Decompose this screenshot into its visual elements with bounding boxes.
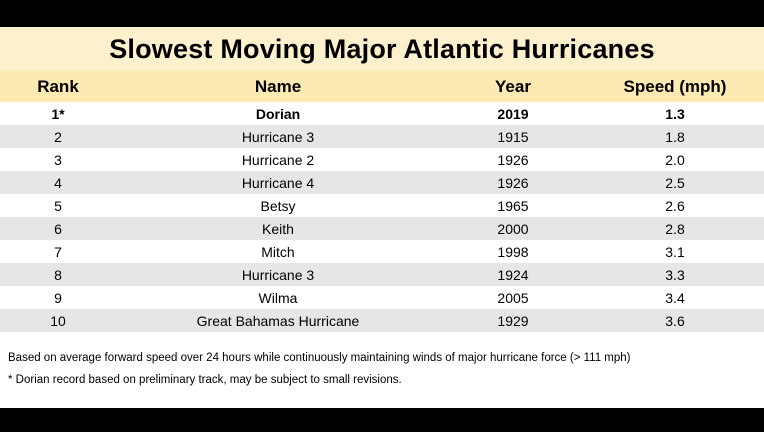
name-cell: Mitch [261,243,295,260]
year-cell: 1926 [497,151,529,168]
column-header-speed: Speed (mph) [623,76,727,96]
year-cell: 2000 [497,220,529,237]
name-cell: Hurricane 3 [241,266,315,283]
rank-cell: 8 [54,266,62,283]
year-cell: 1926 [497,174,529,191]
year-cell: 1998 [497,243,529,260]
year-cell: 1965 [497,197,529,214]
year-cell: 1915 [497,128,529,145]
rank-cell: 3 [54,151,62,168]
speed-cell: 1.8 [665,128,685,145]
table-row: 1* Dorian 2019 1.3 [0,102,764,125]
speed-cell: 3.3 [665,266,685,283]
name-cell: Great Bahamas Hurricane [196,312,360,329]
name-cell: Hurricane 2 [241,151,315,168]
table-row: 3 Hurricane 2 1926 2.0 [0,148,764,171]
year-cell: 2005 [497,289,529,306]
name-cell: Wilma [258,289,298,306]
rank-cell: 6 [54,220,62,237]
table-row: 8 Hurricane 3 1924 3.3 [0,263,764,286]
footnote-methodology: Based on average forward speed over 24 h… [8,352,631,364]
footnote-dorian: * Dorian record based on preliminary tra… [8,374,402,386]
column-header-year: Year [495,76,531,96]
name-cell: Betsy [260,197,296,214]
year-cell: 1924 [497,266,529,283]
year-cell: 1929 [497,312,529,329]
rank-cell: 10 [50,312,66,329]
name-cell: Hurricane 4 [241,174,315,191]
rank-cell: 5 [54,197,62,214]
chart-frame: Slowest Moving Major Atlantic Hurricanes… [0,27,764,408]
year-cell: 2019 [497,105,529,122]
column-header-name: Name [254,76,302,96]
table-row: 2 Hurricane 3 1915 1.8 [0,125,764,148]
table-row: 9 Wilma 2005 3.4 [0,286,764,309]
table-row: 7 Mitch 1998 3.1 [0,240,764,263]
rank-cell: 2 [54,128,62,145]
rank-cell: 4 [54,174,62,191]
rank-cell: 7 [54,243,62,260]
table-row: 5 Betsy 1965 2.6 [0,194,764,217]
name-cell: Dorian [255,105,301,122]
column-header-rank: Rank [37,76,79,96]
speed-cell: 3.4 [665,289,685,306]
chart-title: Slowest Moving Major Atlantic Hurricanes [109,33,655,64]
speed-cell: 3.1 [665,243,685,260]
speed-cell: 2.0 [665,151,685,168]
rank-cell: 1* [51,105,65,122]
rank-cell: 9 [54,289,62,306]
speed-cell: 2.8 [665,220,685,237]
speed-cell: 1.3 [665,105,685,122]
table-row: 10 Great Bahamas Hurricane 1929 3.6 [0,309,764,332]
name-cell: Keith [262,220,294,237]
speed-cell: 2.6 [665,197,685,214]
speed-cell: 2.5 [665,174,685,191]
title-band: Slowest Moving Major Atlantic Hurricanes [0,27,764,71]
table-row: 6 Keith 2000 2.8 [0,217,764,240]
hurricane-table: Rank Name Year Speed (mph) 1* Dorian 2019 1… [0,71,764,332]
footnotes: Based on average forward speed over 24 h… [8,347,760,391]
speed-cell: 3.6 [665,312,685,329]
table-body: 1* Dorian 2019 1.3 2 Hurricane 3 1915 1.8 3 Hurri… [0,102,764,332]
table-row: 4 Hurricane 4 1926 2.5 [0,171,764,194]
table-header-row: Rank Name Year Speed (mph) [0,71,764,102]
name-cell: Hurricane 3 [241,128,315,145]
